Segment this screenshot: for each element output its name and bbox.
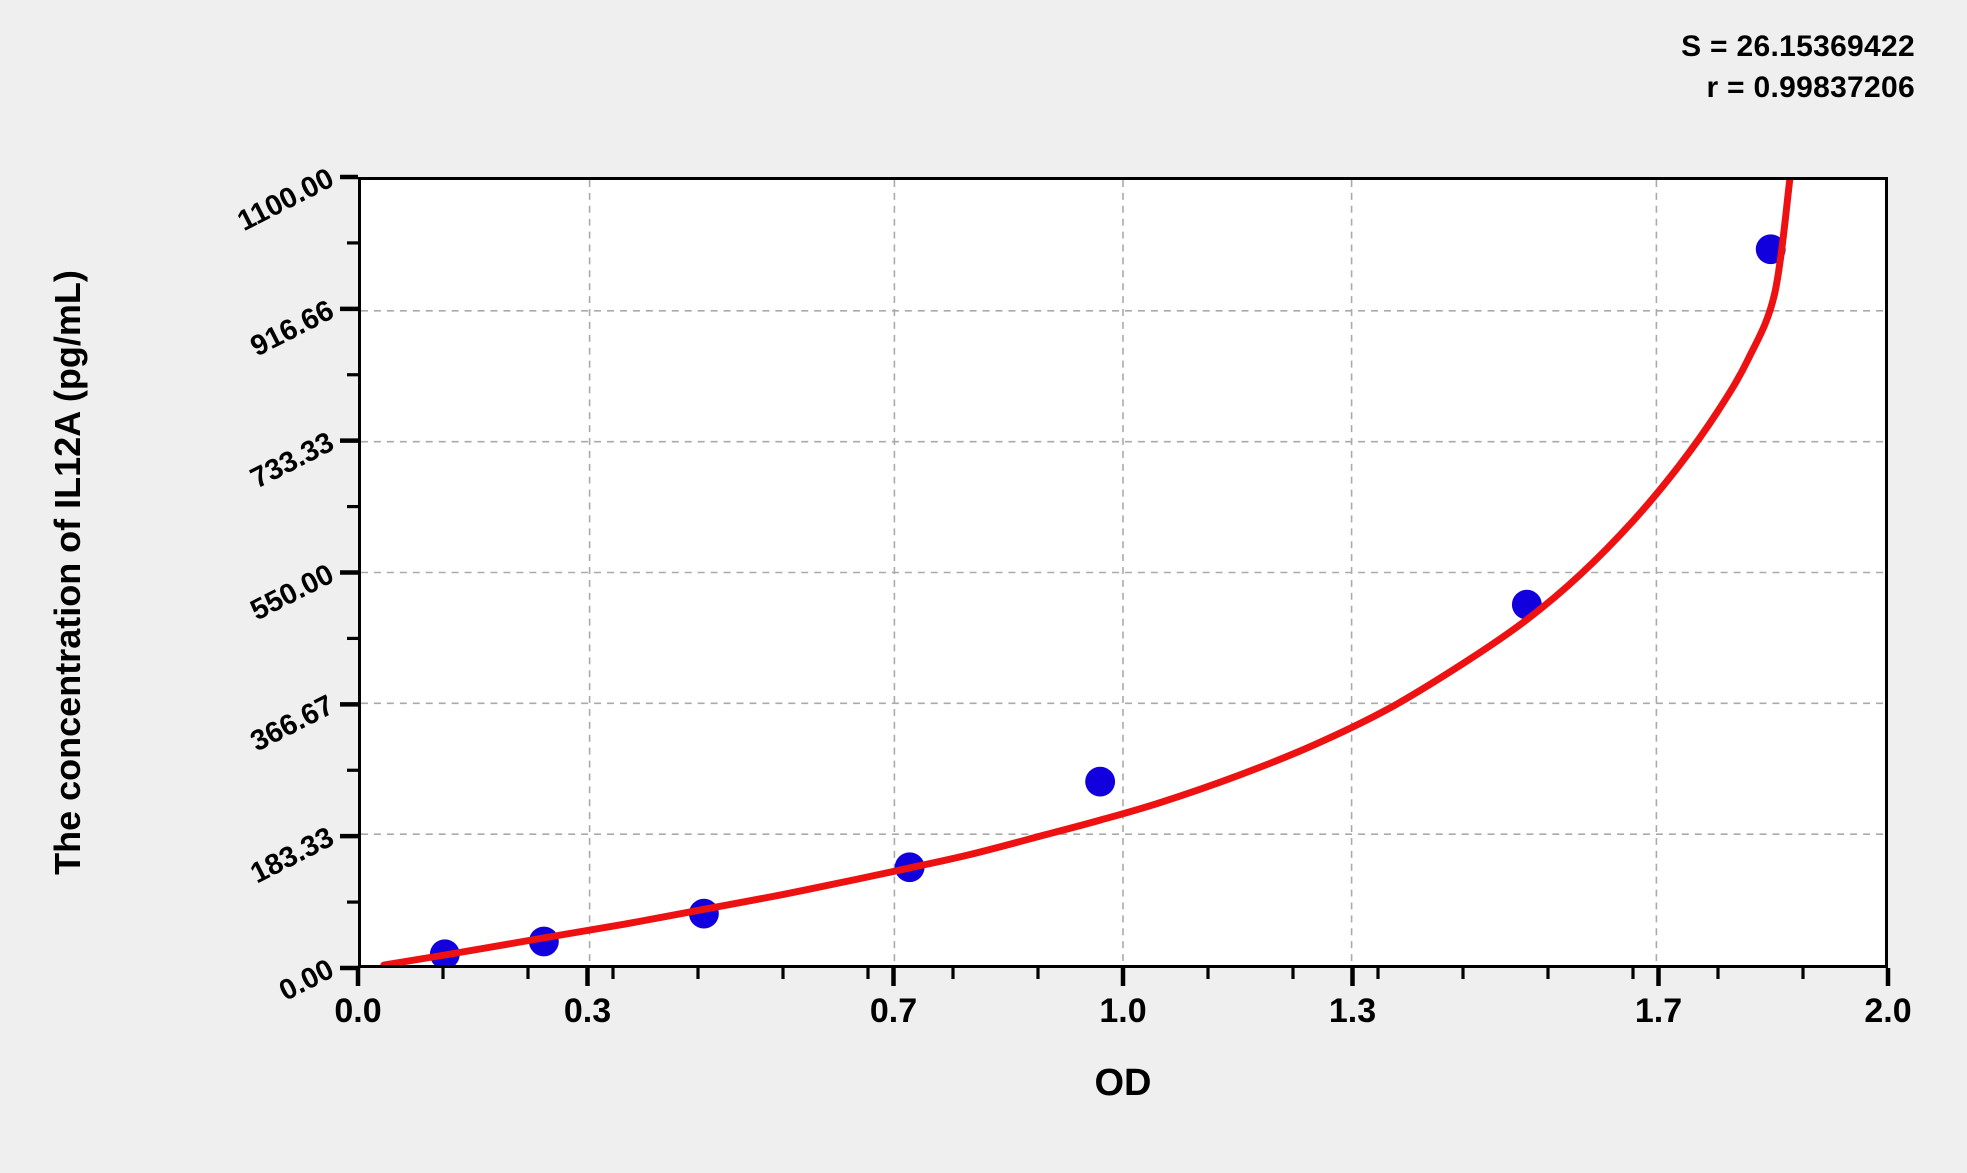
y-axis-tick-label: 0.00: [274, 953, 340, 1008]
x-axis-tick-label: 0.7: [869, 992, 918, 1030]
y-axis-tick-label: 183.33: [245, 821, 340, 891]
y-axis-tick-label: 733.33: [245, 425, 340, 495]
r-value-label: r = 0.99837206: [1706, 71, 1915, 105]
y-axis-tick-label: 366.67: [245, 689, 340, 759]
x-axis-tick-label: 0.0: [334, 992, 382, 1030]
x-axis-tick-label: 1.3: [1328, 992, 1377, 1030]
y-axis-tick-label: 916.66: [245, 294, 340, 363]
x-axis-tick-label: 1.7: [1634, 992, 1683, 1030]
y-axis-tick-label: 1100.00: [232, 162, 340, 238]
fit-statistics-annotation: S = 26.15369422 r = 0.99837206: [1681, 26, 1915, 109]
s-value-label: S = 26.15369422: [1681, 30, 1915, 63]
gridlines: [361, 180, 1885, 965]
data-point-group: [429, 234, 1786, 965]
x-axis-tick-label: 2.0: [1864, 992, 1912, 1030]
x-axis-tick-label: 1.0: [1099, 992, 1147, 1030]
y-axis-tick-label: 550.00: [245, 557, 340, 627]
y-axis-title: The concentration of IL12A (pg/mL): [47, 270, 88, 875]
x-axis-title: OD: [1094, 1062, 1152, 1104]
plot-area: [358, 177, 1888, 968]
fitted-curve: [380, 180, 1794, 965]
plot-canvas: [361, 180, 1885, 965]
x-axis-tick-label: 0.3: [563, 992, 612, 1030]
data-point: [1085, 766, 1116, 797]
